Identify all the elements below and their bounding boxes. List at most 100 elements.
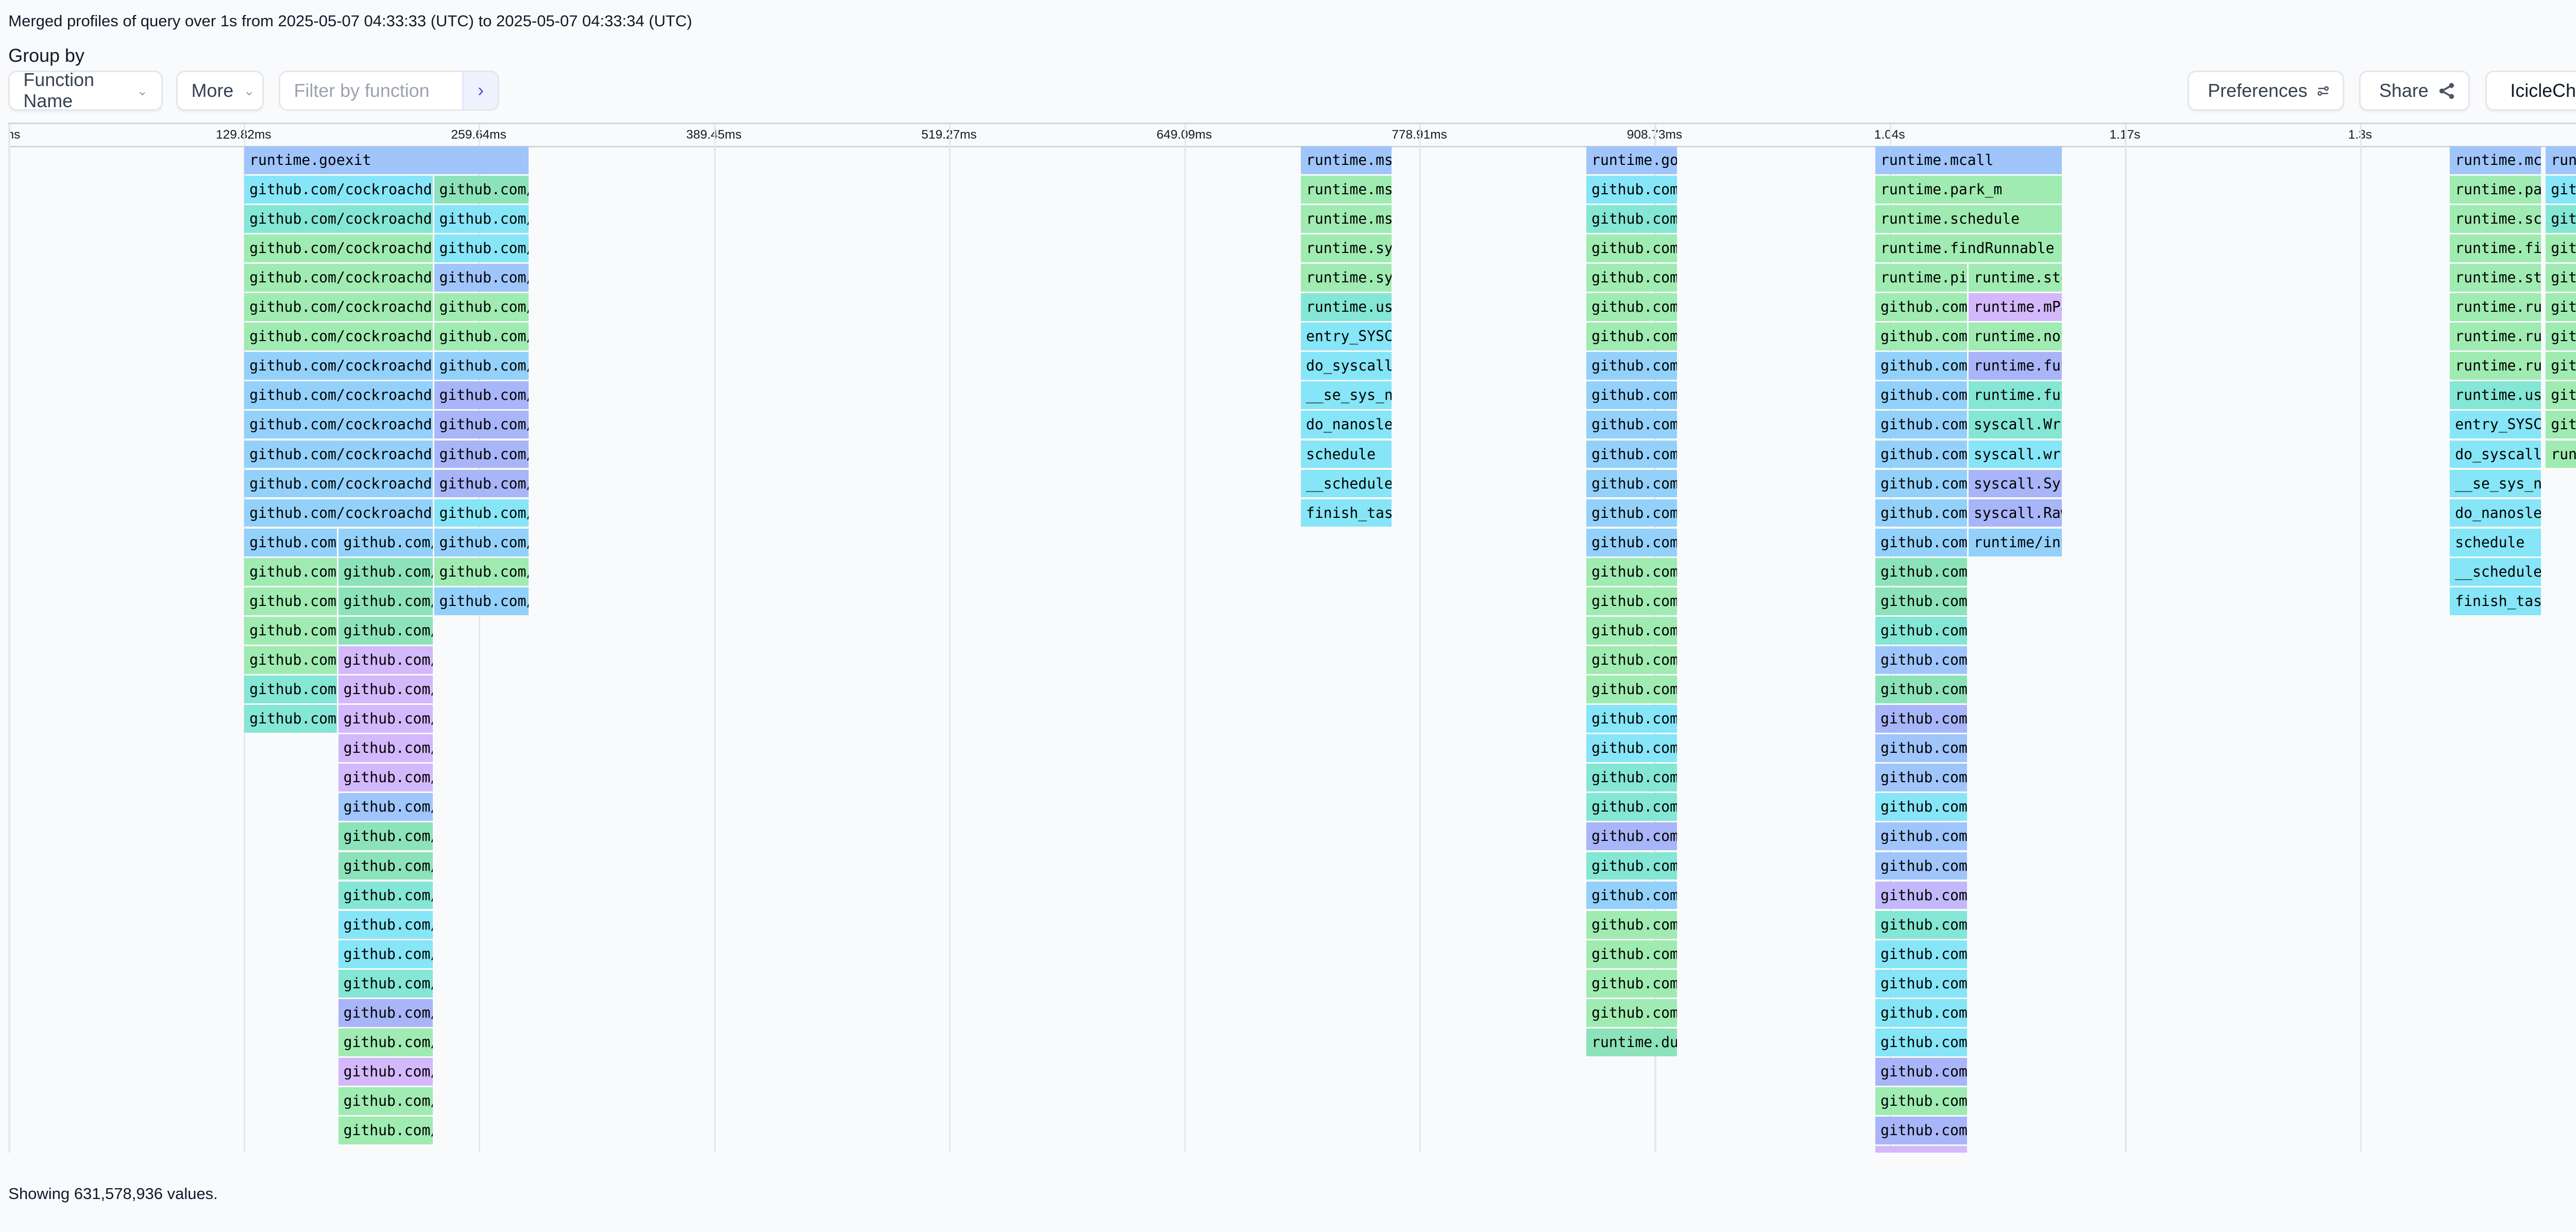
flame-frame[interactable]: github.com/: [434, 175, 529, 204]
flame-frame[interactable]: github.: [2546, 323, 2576, 350]
flame-frame[interactable]: github.com/: [1586, 499, 1677, 527]
flame-frame[interactable]: github.com/: [1875, 469, 1967, 498]
flame-frame[interactable]: github.com/: [1875, 676, 1967, 703]
flame-frame[interactable]: github.com/: [1586, 881, 1677, 909]
flame-frame[interactable]: github.com/: [244, 705, 337, 733]
flame-frame[interactable]: github.com/: [1586, 646, 1677, 674]
flame-frame[interactable]: github.com/: [1875, 1058, 1967, 1086]
flame-frame[interactable]: github.com/: [434, 469, 529, 498]
flame-frame[interactable]: github.com/: [244, 676, 337, 703]
flame-frame[interactable]: github.com/: [338, 881, 433, 909]
flame-frame[interactable]: runtime.mPa: [1969, 293, 2062, 321]
flame-frame[interactable]: runtime.ms: [1301, 205, 1392, 233]
flame-frame[interactable]: github.com/: [1875, 616, 1967, 645]
flame-frame[interactable]: runtime.fut: [1969, 381, 2062, 410]
flame-frame[interactable]: runtime.fin: [2450, 234, 2541, 262]
flame-frame[interactable]: github.com/: [1586, 264, 1677, 292]
flame-frame[interactable]: github.com/: [1875, 822, 1967, 851]
flame-frame[interactable]: runtime.sy: [1301, 264, 1392, 292]
flame-frame[interactable]: github.com/: [1586, 734, 1677, 763]
flame-frame[interactable]: github.com/: [1586, 205, 1677, 233]
flame-frame[interactable]: github.com/: [1875, 881, 1967, 909]
flame-frame[interactable]: github.com/: [338, 940, 433, 968]
flame-frame[interactable]: github.com/: [1875, 646, 1967, 674]
flame-frame[interactable]: github.com/: [1586, 352, 1677, 380]
flame-frame[interactable]: github.com/: [434, 499, 529, 527]
flame-frame[interactable]: runtime.sto: [2450, 264, 2541, 292]
flame-frame[interactable]: github.com/: [338, 734, 433, 763]
flame-frame[interactable]: github.: [2546, 293, 2576, 321]
flame-frame[interactable]: entry_SYSCA: [2450, 411, 2541, 439]
flame-frame[interactable]: github.com/: [338, 1058, 433, 1086]
flame-frame[interactable]: github.com/: [338, 587, 433, 615]
group-by-dropdown[interactable]: Function Name ⌄: [8, 70, 163, 111]
flame-frame[interactable]: github.com/: [1586, 852, 1677, 880]
flame-frame[interactable]: github.com/: [1875, 323, 1967, 350]
flame-frame[interactable]: do_syscall_: [1301, 352, 1392, 380]
share-button[interactable]: Share: [2359, 70, 2470, 111]
flame-frame[interactable]: github.com/: [1875, 558, 1967, 586]
flame-frame[interactable]: github.com/: [338, 558, 433, 586]
flame-frame[interactable]: runtime.us: [1301, 293, 1392, 321]
flame-frame[interactable]: __schedule: [2450, 558, 2541, 586]
flame-frame[interactable]: runtime.us: [2450, 381, 2541, 410]
flame-frame[interactable]: github.com/: [1875, 793, 1967, 821]
flame-frame[interactable]: github.com/: [1875, 499, 1967, 527]
flame-frame[interactable]: github.com/: [434, 352, 529, 380]
flame-frame[interactable]: github.com/: [338, 764, 433, 792]
flame-frame[interactable]: github.com/cockroachdb: [244, 234, 433, 262]
flame-frame[interactable]: github.com/: [1586, 558, 1677, 586]
flame-frame[interactable]: github.com/: [1586, 705, 1677, 733]
flame-frame[interactable]: syscall.Raw: [1969, 499, 2062, 527]
flame-frame[interactable]: runtime.sto: [1969, 264, 2062, 292]
flame-frame[interactable]: github.com/: [1875, 352, 1967, 380]
flame-frame[interactable]: github.com/: [1875, 705, 1967, 733]
flame-frame[interactable]: do_nanosle: [1301, 411, 1392, 439]
flame-frame[interactable]: github.com/: [338, 910, 433, 939]
flame-frame[interactable]: finish_tas: [1301, 499, 1392, 527]
flame-frame[interactable]: github.com/: [1875, 411, 1967, 439]
flame-frame[interactable]: runtime.run: [2450, 352, 2541, 380]
flame-frame[interactable]: github.com/: [1875, 381, 1967, 410]
flame-frame[interactable]: github.com/: [338, 705, 433, 733]
flame-frame[interactable]: runtime.mca: [2450, 146, 2541, 174]
flame-frame[interactable]: github.com/: [1875, 1117, 1967, 1145]
flame-frame[interactable]: github.com/: [434, 587, 529, 615]
flame-frame[interactable]: github.com/: [244, 616, 337, 645]
flame-frame[interactable]: github.com/: [1586, 440, 1677, 468]
flame-frame[interactable]: syscall.Wri: [1969, 411, 2062, 439]
flame-frame[interactable]: github.com/: [1875, 528, 1967, 556]
flame-frame[interactable]: schedule: [2450, 528, 2541, 556]
flame-frame[interactable]: github.com/: [434, 234, 529, 262]
flame-frame[interactable]: github.com/: [338, 676, 433, 703]
flame-frame[interactable]: github.com/: [1586, 293, 1677, 321]
filter-submit-button[interactable]: ›: [462, 72, 498, 109]
flame-frame[interactable]: github.com/: [434, 293, 529, 321]
flame-frame[interactable]: github.com/: [338, 969, 433, 998]
flame-frame[interactable]: github.com/: [434, 558, 529, 586]
flame-frame[interactable]: runtime.mcall: [1875, 146, 2062, 174]
flame-frame[interactable]: github.com/: [338, 1117, 433, 1145]
flame-frame[interactable]: github.com/: [1875, 940, 1967, 968]
flame-frame[interactable]: github.com/: [1875, 293, 1967, 321]
flame-frame[interactable]: github.com/: [1586, 234, 1677, 262]
flame-frame[interactable]: syscall.Sys: [1969, 469, 2062, 498]
flame-frame[interactable]: github.com/: [338, 852, 433, 880]
flame-frame[interactable]: __schedule: [1301, 469, 1392, 498]
flame-frame[interactable]: github.com/: [338, 999, 433, 1027]
flame-frame[interactable]: github.com/: [1875, 910, 1967, 939]
flame-frame[interactable]: github.com/: [1875, 587, 1967, 615]
flame-frame[interactable]: github.com/: [1586, 910, 1677, 939]
filter-input[interactable]: [290, 79, 466, 104]
flame-frame[interactable]: github.com/: [244, 587, 337, 615]
flame-frame[interactable]: github.com/: [1875, 969, 1967, 998]
flame-frame[interactable]: runtime.sy: [1301, 234, 1392, 262]
flame-frame[interactable]: github.com/: [1586, 616, 1677, 645]
flame-frame[interactable]: syscall.wri: [1969, 440, 2062, 468]
flame-frame[interactable]: github.com/: [1586, 411, 1677, 439]
flame-frame[interactable]: github.com/: [244, 558, 337, 586]
flame-frame[interactable]: __se_sys_na: [2450, 469, 2541, 498]
flame-frame[interactable]: github.com/: [1586, 381, 1677, 410]
flame-frame[interactable]: runtime.ms: [1301, 146, 1392, 174]
flame-frame[interactable]: github.com/: [434, 528, 529, 556]
